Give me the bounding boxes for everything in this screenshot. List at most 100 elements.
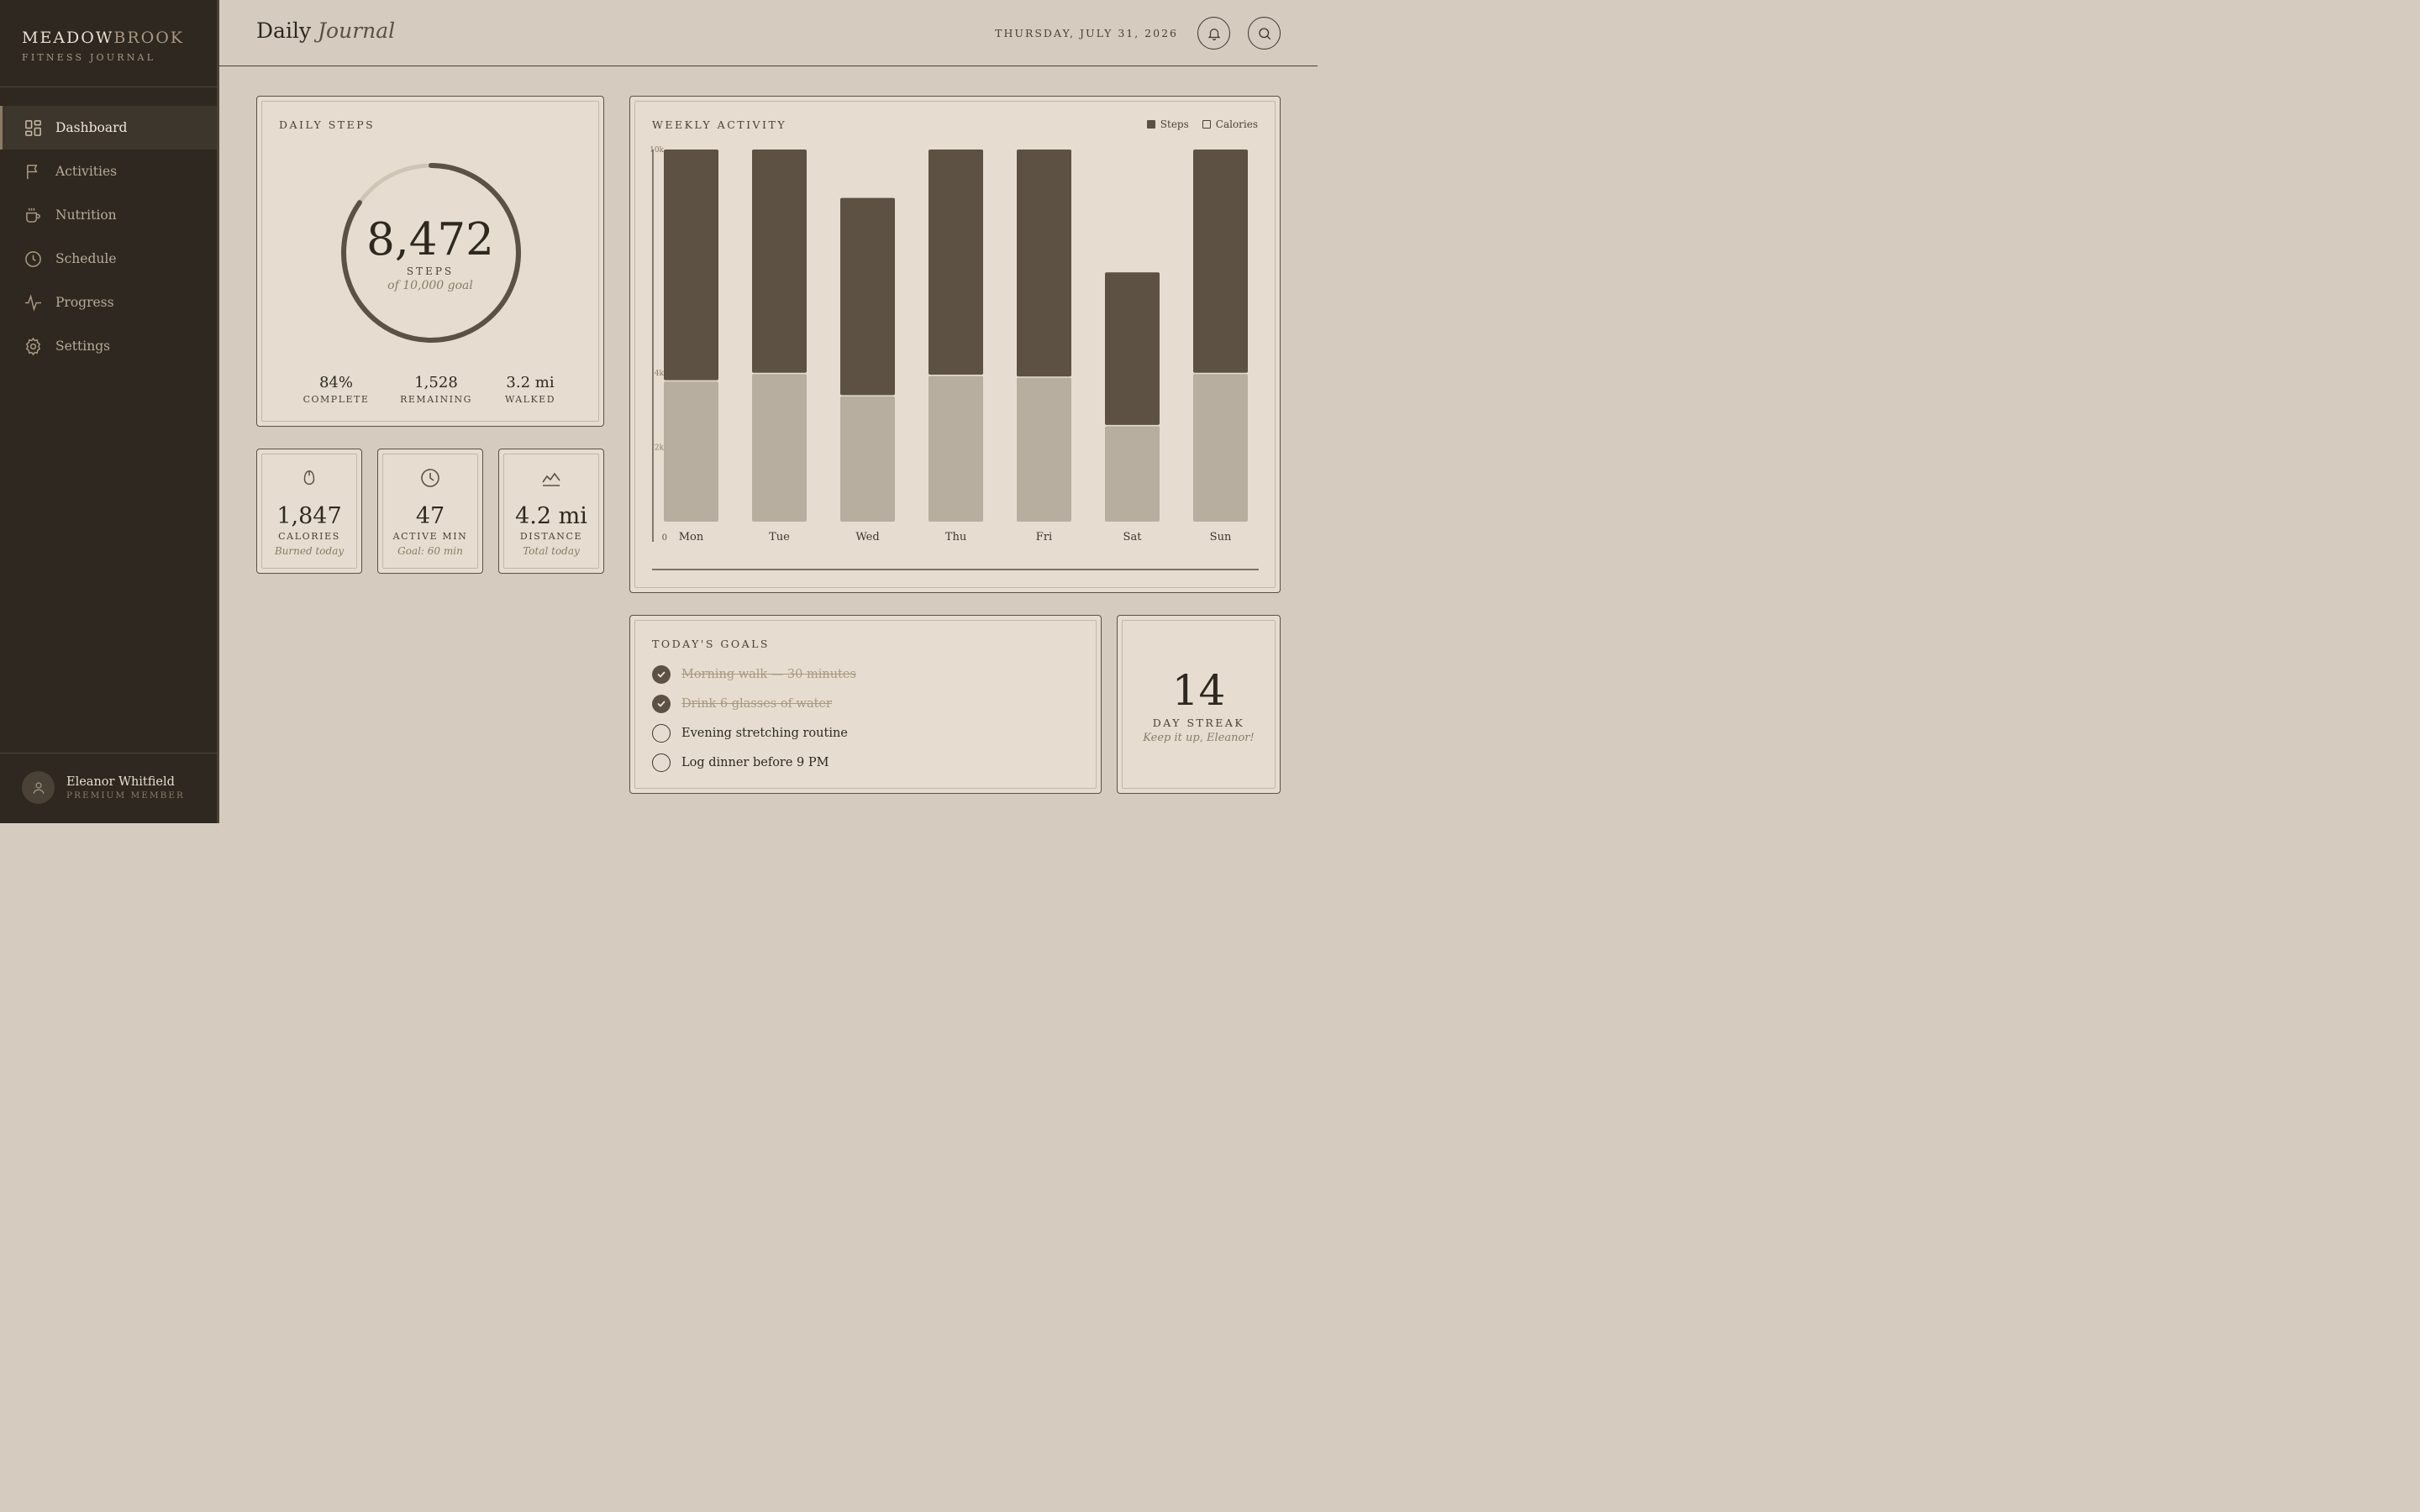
sidebar-item-nutrition[interactable]: Nutrition xyxy=(0,193,217,237)
bar-steps-sun xyxy=(1193,150,1248,373)
sidebar-item-schedule[interactable]: Schedule xyxy=(0,237,217,281)
distance-card: 4.2 mi DISTANCE Total today xyxy=(498,449,604,574)
goal-item: Evening stretching routine xyxy=(652,724,848,743)
sidebar-item-label: Progress xyxy=(55,295,114,310)
sidebar-item-settings[interactable]: Settings xyxy=(0,324,217,368)
mini-value: 47 xyxy=(415,503,445,529)
stat-walked: 3.2 mi WALKED xyxy=(484,374,576,405)
bar-calories-mon xyxy=(664,381,718,522)
legend-label-calories: Calories xyxy=(1215,118,1258,130)
mini-icon-wrap xyxy=(257,468,361,488)
x-tick-label: Mon xyxy=(679,531,704,543)
stat-label: WALKED xyxy=(504,394,556,405)
bar-calories-sun xyxy=(1193,374,1248,522)
page-title-italic: Journal xyxy=(318,18,396,43)
stat-remaining: 1,528 REMAINING xyxy=(390,374,482,405)
sidebar: MEADOWBROOK FITNESS JOURNAL Dashboard Ac… xyxy=(0,0,219,823)
goal-text: Morning walk — 30 minutes xyxy=(681,668,856,681)
stat-complete: 84% COMPLETE xyxy=(290,374,382,405)
sidebar-item-activities[interactable]: Activities xyxy=(0,150,217,193)
bar-steps-thu xyxy=(929,150,983,375)
goal-item: Drink 6 glasses of water xyxy=(652,695,832,713)
y-tick-label: 0 xyxy=(662,533,667,543)
clock-icon xyxy=(421,469,439,487)
notifications-button[interactable] xyxy=(1197,17,1230,50)
dashboard-icon xyxy=(25,119,41,136)
stat-label: REMAINING xyxy=(400,394,472,405)
sidebar-item-label: Dashboard xyxy=(55,120,128,135)
brand-name-part2: BROOK xyxy=(113,29,185,47)
steps-unit: STEPS xyxy=(406,265,455,277)
weekly-activity-card: WEEKLY ACTIVITY Steps Calories Mon Tue Wed… xyxy=(629,96,1281,593)
goal-text: Log dinner before 9 PM xyxy=(681,756,829,769)
user-profile[interactable]: Eleanor Whitfield PREMIUM MEMBER xyxy=(22,771,185,804)
mini-label: DISTANCE xyxy=(519,531,583,542)
streak-value: 14 xyxy=(1171,666,1226,715)
goal-checkbox-checked[interactable] xyxy=(652,665,671,684)
goal-checkbox[interactable] xyxy=(652,724,671,743)
mini-sub: Total today xyxy=(523,545,580,557)
bar-calories-tue xyxy=(752,374,807,522)
clock-icon xyxy=(25,250,41,267)
streak-message: Keep it up, Eleanor! xyxy=(1143,732,1255,744)
bar-steps-mon xyxy=(664,150,718,381)
sidebar-item-dashboard[interactable]: Dashboard xyxy=(0,106,217,150)
flag-icon xyxy=(27,164,38,179)
legend-swatch-steps xyxy=(1146,120,1155,129)
bar-calories-sat xyxy=(1105,426,1160,522)
checkmark-icon xyxy=(657,701,666,707)
checkmark-icon xyxy=(657,671,666,678)
goal-text: Evening stretching routine xyxy=(681,727,848,740)
current-date: THURSDAY, JULY 31, 2026 xyxy=(995,27,1178,39)
mini-sub: Goal: 60 min xyxy=(397,545,463,557)
stat-label: COMPLETE xyxy=(302,394,370,405)
mini-label: ACTIVE MIN xyxy=(392,531,468,542)
x-tick-label: Tue xyxy=(769,531,790,543)
sidebar-item-progress[interactable]: Progress xyxy=(0,281,217,324)
page-title: Daily Journal xyxy=(256,18,395,43)
mini-icon-wrap xyxy=(499,468,603,488)
cup-icon xyxy=(26,207,40,223)
sidebar-item-label: Schedule xyxy=(55,251,117,266)
goal-checkbox-checked[interactable] xyxy=(652,695,671,713)
x-tick-label: Sun xyxy=(1210,531,1232,543)
goal-checkbox[interactable] xyxy=(652,753,671,772)
sidebar-nav: Dashboard Activities Nutrition Schedule … xyxy=(0,106,217,368)
x-tick-label: Sat xyxy=(1123,531,1143,543)
brand: MEADOWBROOK FITNESS JOURNAL xyxy=(22,29,184,63)
streak-label: DAY STREAK xyxy=(1152,717,1245,729)
legend-swatch-calories xyxy=(1202,120,1211,129)
bar-steps-fri xyxy=(1017,150,1071,377)
goal-text: Drink 6 glasses of water xyxy=(681,697,832,711)
sidebar-item-label: Activities xyxy=(55,164,118,179)
day-streak-card: 14 DAY STREAK Keep it up, Eleanor! xyxy=(1117,615,1281,794)
gear-icon xyxy=(25,337,41,355)
user-icon xyxy=(32,781,45,794)
stat-value: 3.2 mi xyxy=(506,374,555,391)
card-title: TODAY'S GOALS xyxy=(652,638,770,650)
steps-goal: of 10,000 goal xyxy=(387,279,473,292)
bar-calories-thu xyxy=(929,375,983,522)
progress-ring-fill xyxy=(341,163,521,343)
sidebar-item-label: Settings xyxy=(55,339,111,354)
brand-name-part1: MEADOW xyxy=(22,29,114,47)
x-tick-label: Fri xyxy=(1036,531,1052,543)
stat-value: 84% xyxy=(318,374,353,391)
card-title: WEEKLY ACTIVITY xyxy=(652,118,787,131)
search-button[interactable] xyxy=(1248,17,1281,50)
pulse-icon xyxy=(24,293,42,312)
steps-progress-ring xyxy=(341,163,521,343)
y-tick-label: 10k xyxy=(650,146,664,155)
header: Daily Journal THURSDAY, JULY 31, 2026 xyxy=(219,0,1318,66)
steps-value: 8,472 xyxy=(366,214,494,265)
mini-icon-wrap xyxy=(378,468,482,488)
brand-subtitle: FITNESS JOURNAL xyxy=(22,52,156,63)
bar-steps-wed xyxy=(840,197,895,396)
legend-label-steps: Steps xyxy=(1160,118,1189,130)
y-tick-label: 2k xyxy=(655,444,665,452)
bar-steps-sat xyxy=(1105,272,1160,425)
avatar xyxy=(22,771,55,804)
bar-calories-wed xyxy=(840,396,895,522)
flame-icon xyxy=(303,470,315,485)
sidebar-item-label: Nutrition xyxy=(55,207,117,223)
